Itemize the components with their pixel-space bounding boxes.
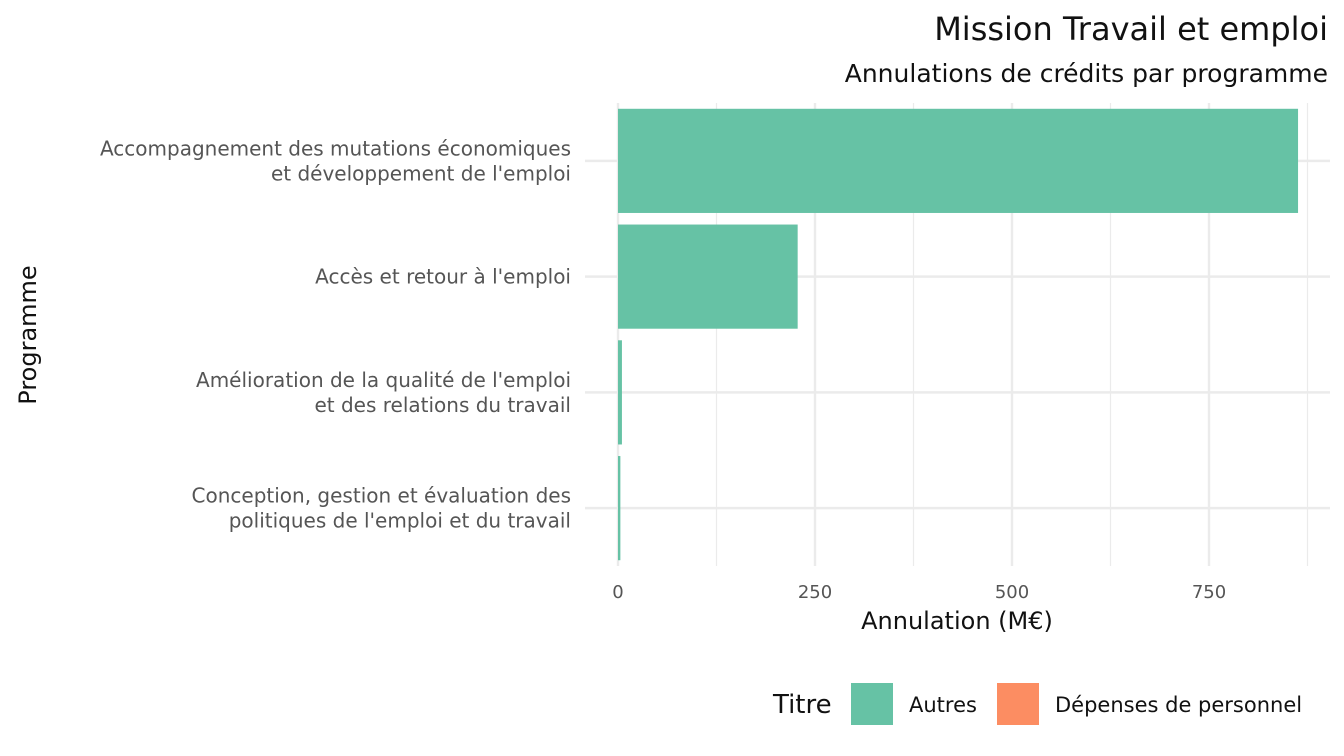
category-label-line: et développement de l'emploi [271,161,571,185]
chart-title: Mission Travail et emploi [934,10,1328,48]
category-label-line: Accès et retour à l'emploi [315,265,571,289]
category-label-line: Conception, gestion et évaluation des [192,484,571,508]
x-tick-labels: 0 250 500 750 [612,582,1226,603]
x-tick-label: 0 [612,582,623,603]
legend-title: Titre [772,690,832,720]
category-label: Conception, gestion et évaluation des pol… [192,484,571,533]
bar [618,108,1299,213]
category-label: Accompagnement des mutations économiques… [100,136,571,185]
x-tick-label: 250 [798,582,832,603]
legend-key [997,683,1039,725]
category-label: Amélioration de la qualité de l'emploi et… [196,368,571,417]
category-label-line: politiques de l'emploi et du travail [229,509,571,533]
x-axis-title: Annulation (M€) [861,607,1053,635]
bars [618,108,1299,561]
legend-label: Dépenses de personnel [1055,693,1302,717]
chart-subtitle: Annulations de crédits par programme [845,59,1328,88]
category-label-line: Accompagnement des mutations économiques [100,136,571,160]
category-label-line: et des relations du travail [314,393,571,417]
legend: Titre Autres Dépenses de personnel [772,683,1302,725]
legend-key [851,683,893,725]
x-tick-label: 750 [1192,582,1226,603]
bar [618,224,798,329]
legend-label: Autres [909,693,977,717]
category-label: Accès et retour à l'emploi [315,265,571,289]
y-axis-title: Programme [14,265,42,404]
category-labels: Accompagnement des mutations économiques… [100,136,571,532]
x-tick-label: 500 [995,582,1029,603]
bar [618,456,621,561]
bar [618,340,622,445]
category-label-line: Amélioration de la qualité de l'emploi [196,368,571,392]
